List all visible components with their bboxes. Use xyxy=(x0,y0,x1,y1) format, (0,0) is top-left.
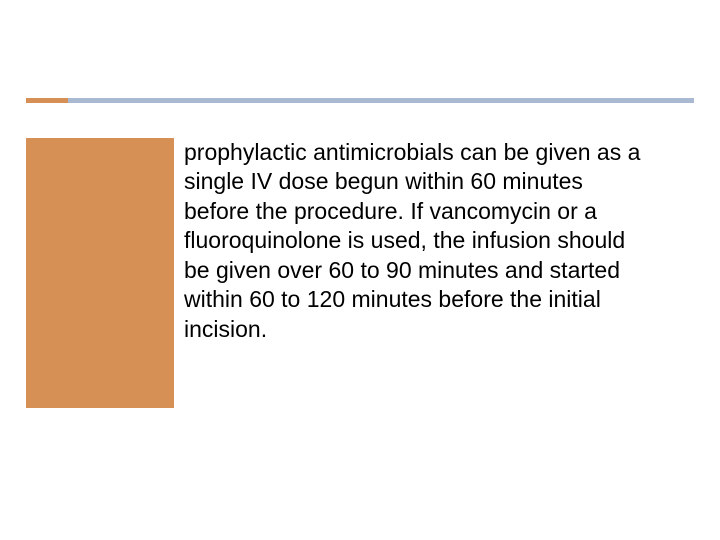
slide-body-text: prophylactic antimicrobials can be given… xyxy=(184,138,654,344)
header-accent-block xyxy=(26,98,68,103)
header-rule xyxy=(26,98,694,103)
sidebar-block xyxy=(26,138,174,408)
